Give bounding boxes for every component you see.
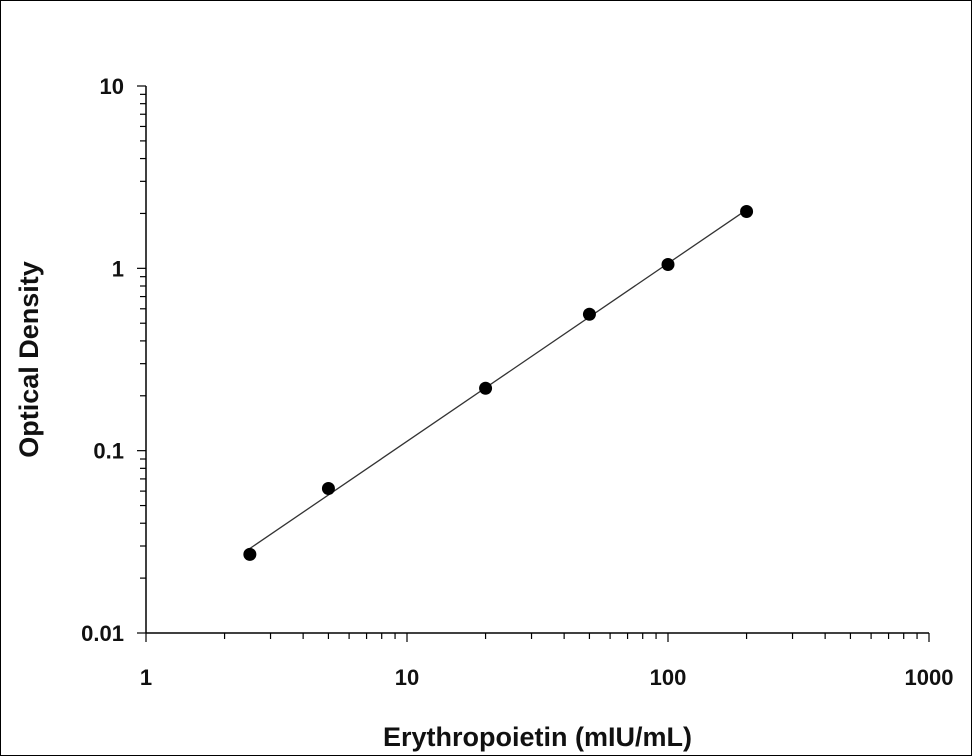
y-tick-label: 1 xyxy=(112,256,124,281)
data-point xyxy=(243,547,257,561)
ticks xyxy=(137,85,930,642)
x-axis-title: Erythropoietin (mIU/mL) xyxy=(383,722,692,752)
data-point xyxy=(740,204,754,218)
axes xyxy=(145,86,929,634)
data-point xyxy=(321,482,335,496)
x-tick-label: 10 xyxy=(395,665,419,690)
x-tick-label: 1000 xyxy=(905,665,954,690)
x-tick-label: 100 xyxy=(650,665,687,690)
data-point xyxy=(479,381,493,395)
y-axis-title: Optical Density xyxy=(14,261,44,458)
x-tick-label: 1 xyxy=(140,665,152,690)
y-tick-label: 10 xyxy=(100,74,124,99)
data-points xyxy=(243,204,754,561)
y-tick-label: 0.1 xyxy=(93,439,124,464)
data-point xyxy=(661,257,675,271)
data-point xyxy=(582,307,596,321)
y-tick-label: 0.01 xyxy=(81,621,124,646)
tick-labels: 1 10 100 1000 0.01 0.1 1 10 xyxy=(81,74,953,690)
